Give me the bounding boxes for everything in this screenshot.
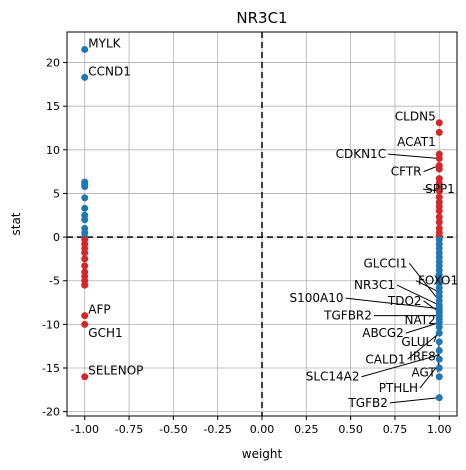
y-tick-label: -20 — [42, 406, 60, 419]
data-points — [81, 45, 443, 402]
point-blue — [435, 338, 443, 346]
chart-title: NR3C1 — [236, 9, 287, 27]
annotation-leader-line — [405, 322, 440, 334]
annotation-label: AGT — [412, 365, 437, 379]
point-blue — [81, 73, 89, 81]
x-tick-label: 0.50 — [338, 423, 363, 436]
annotation-label: CFTR — [391, 165, 422, 179]
annotation-label: NR3C1 — [354, 278, 395, 292]
point-red — [435, 193, 443, 201]
annotation-label: GLCCI1 — [363, 256, 407, 270]
point-red — [81, 320, 89, 328]
point-red — [435, 207, 443, 215]
point-blue — [81, 204, 89, 212]
y-axis-ticks: 20 15 10 5 0 -5 -10 -15 -20 — [42, 57, 67, 419]
point-red — [81, 262, 89, 270]
x-tick-label: -0.75 — [115, 423, 143, 436]
point-red — [435, 218, 443, 226]
point-red — [435, 155, 443, 163]
annotation-label: CCND1 — [88, 64, 131, 78]
point-blue — [435, 329, 443, 337]
point-blue — [81, 45, 89, 53]
annotation-label: SLC14A2 — [306, 370, 360, 384]
annotation-leader-line — [407, 332, 440, 360]
point-blue — [435, 347, 443, 355]
annotation-leader-line — [345, 297, 440, 310]
annotation-label: CALD1 — [365, 352, 405, 366]
annotation-label: GCH1 — [88, 326, 122, 340]
annotation-leader-line — [361, 354, 440, 378]
annotation-label: FOXO1 — [418, 274, 458, 288]
annotation-leader-line — [396, 284, 440, 306]
annotation-leader-line — [389, 397, 440, 404]
x-axis-label: weight — [242, 447, 283, 461]
annotation-label: ABCG2 — [362, 326, 404, 340]
annotation-label: CDKN1C — [336, 147, 386, 161]
annotation-label: SPP1 — [425, 182, 455, 196]
point-blue — [435, 373, 443, 381]
annotation-label: IRF8 — [409, 350, 435, 364]
x-tick-label: 1.00 — [427, 423, 452, 436]
y-tick-label: 20 — [46, 57, 60, 70]
x-axis-ticks: -1.00 -0.75 -0.50 -0.25 0.00 0.25 0.50 0.75 1.00 — [70, 416, 452, 436]
point-red — [81, 249, 89, 257]
annotation-label: NAT2 — [405, 313, 436, 327]
annotation-label: SELENOP — [88, 364, 143, 378]
y-tick-label: 10 — [46, 144, 60, 157]
x-tick-label: 0.25 — [294, 423, 319, 436]
point-red — [435, 187, 443, 195]
point-blue — [435, 364, 443, 372]
annotation-leader-line — [408, 262, 440, 302]
point-red — [81, 281, 89, 289]
point-blue — [81, 216, 89, 224]
point-red — [435, 165, 443, 173]
y-tick-label: -5 — [49, 275, 60, 288]
y-tick-label: 15 — [46, 100, 60, 113]
annotation-label: CLDN5 — [395, 110, 436, 124]
annotation-label: AFP — [88, 303, 110, 317]
point-red — [81, 255, 89, 263]
point-blue — [81, 182, 89, 190]
annotation-label: MYLK — [88, 36, 121, 50]
point-blue — [81, 194, 89, 202]
annotation-label: GLUL — [401, 335, 432, 349]
y-tick-label: 0 — [53, 231, 60, 244]
x-tick-label: -0.50 — [159, 423, 187, 436]
annotation-label: TGFB2 — [347, 396, 387, 410]
x-tick-label: 0.75 — [383, 423, 408, 436]
point-red — [81, 373, 89, 381]
y-tick-label: -15 — [42, 362, 60, 375]
reference-lines — [67, 32, 457, 416]
point-red — [81, 312, 89, 320]
annotation-label: PTHLH — [379, 381, 418, 395]
annotation-leader-line — [388, 153, 440, 160]
annotation-leader-line — [415, 280, 440, 293]
y-axis-label: stat — [9, 212, 23, 235]
point-red — [435, 128, 443, 136]
y-tick-label: 5 — [53, 187, 60, 200]
annotation-label: TDO2 — [387, 294, 422, 308]
x-tick-label: 0.00 — [250, 423, 275, 436]
point-blue — [435, 355, 443, 363]
point-red — [435, 119, 443, 127]
annotation-label: TGFBR2 — [323, 309, 372, 323]
x-tick-label: -1.00 — [70, 423, 98, 436]
annotation-label: S100A10 — [290, 291, 344, 305]
annotation-labels: MYLK CCND1 AFP GCH1 SELENOP CLDN5 ACAT1 CDKN1C C… — [88, 36, 458, 410]
point-red — [435, 213, 443, 221]
annotation-label: ACAT1 — [397, 135, 436, 149]
x-tick-label: -0.25 — [203, 423, 231, 436]
y-tick-label: -10 — [42, 318, 60, 331]
point-blue — [435, 394, 443, 402]
point-blue — [435, 323, 443, 331]
